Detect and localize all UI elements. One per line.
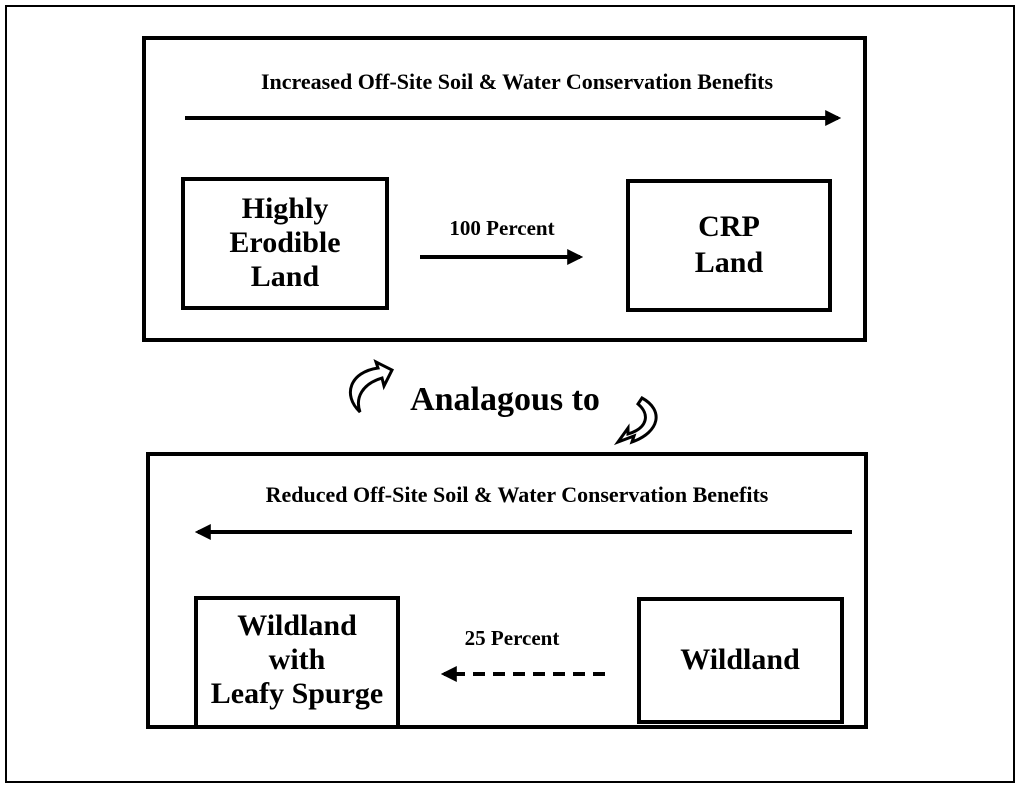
- top-heading: Increased Off-Site Soil & Water Conserva…: [261, 69, 774, 94]
- curved-arrow: [348, 359, 395, 414]
- source-box: [637, 597, 844, 724]
- target-label: CRP: [698, 210, 760, 243]
- curved-arrow: [613, 396, 658, 446]
- source-label: Land: [251, 260, 320, 293]
- source-label: Erodible: [229, 226, 340, 259]
- arrow-label: 25 Percent: [465, 626, 560, 650]
- target-box: [194, 596, 400, 729]
- arrow-label: 100 Percent: [449, 216, 554, 240]
- top-panel: [142, 36, 867, 342]
- source-box: [181, 177, 389, 310]
- target-label: Land: [695, 246, 764, 279]
- bottom-heading: Reduced Off-Site Soil & Water Conservati…: [266, 482, 769, 507]
- outer-frame: [5, 5, 1015, 783]
- target-label: with: [269, 643, 326, 676]
- target-box: [626, 179, 832, 312]
- target-label: Wildland: [237, 609, 357, 642]
- bottom-panel: [146, 452, 868, 729]
- connector-label: Analagous to: [410, 381, 600, 418]
- source-label: Highly: [242, 192, 329, 225]
- target-label: Leafy Spurge: [211, 677, 384, 710]
- source-label: Wildland: [680, 643, 800, 676]
